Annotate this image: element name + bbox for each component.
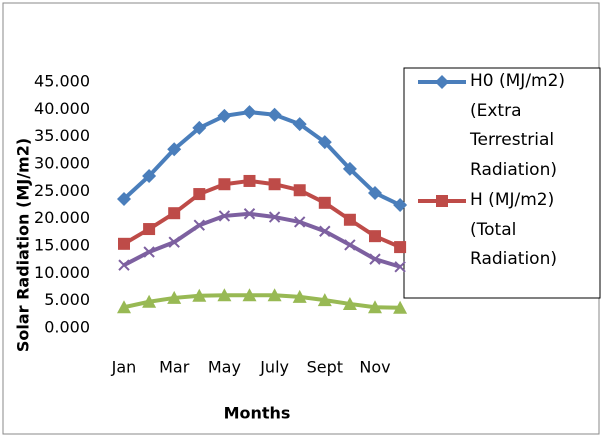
marker (193, 219, 206, 231)
marker (168, 236, 180, 248)
marker (217, 288, 232, 302)
marker (394, 261, 406, 273)
marker (394, 241, 407, 254)
marker (268, 178, 281, 191)
marker (142, 294, 157, 308)
marker (243, 208, 256, 220)
y-tick-label: 10.000 (34, 263, 90, 282)
marker (193, 188, 206, 201)
marker (118, 237, 130, 250)
marker (192, 288, 207, 302)
marker (368, 300, 382, 314)
x-tick-label: May (208, 358, 241, 377)
legend-box (403, 67, 601, 299)
x-tick-label: Mar (159, 358, 190, 377)
series-line (123, 211, 401, 269)
marker (242, 105, 257, 120)
legend-marker (435, 75, 449, 89)
marker (369, 230, 381, 243)
marker (242, 288, 257, 302)
marker (344, 239, 356, 251)
marker (293, 184, 306, 197)
marker (117, 191, 131, 206)
y-axis-title: Solar Radiation (MJ/m2) (14, 138, 33, 352)
marker (117, 300, 131, 314)
marker (143, 246, 155, 258)
x-axis-title: Months (224, 404, 291, 423)
y-tick-label: 30.000 (34, 154, 90, 173)
marker (167, 142, 182, 157)
marker (267, 107, 282, 122)
x-tick-label: Jan (111, 358, 137, 377)
marker (319, 225, 331, 237)
marker (118, 259, 130, 271)
marker (368, 185, 382, 200)
x-tick-label: Nov (359, 358, 390, 377)
legend-label: H (MJ/m2) (Total Radiation) (470, 190, 557, 269)
marker (318, 196, 331, 209)
marker (267, 288, 282, 302)
y-tick-label: 0.000 (44, 318, 90, 337)
marker (293, 216, 306, 228)
x-tick-label: July (259, 358, 289, 377)
marker (342, 161, 357, 176)
y-tick-label: 35.000 (34, 126, 90, 145)
y-tick-label: 45.000 (34, 72, 90, 91)
series-line (122, 110, 401, 207)
marker (243, 174, 256, 187)
y-tick-label: 40.000 (34, 99, 90, 118)
marker (143, 223, 156, 236)
marker (218, 178, 231, 191)
marker (317, 293, 332, 307)
series-line (123, 293, 401, 310)
y-tick-label: 5.000 (44, 290, 90, 309)
marker (142, 169, 157, 184)
marker (343, 213, 356, 226)
marker (317, 135, 332, 150)
y-tick-label: 15.000 (34, 236, 90, 255)
marker (393, 198, 408, 212)
marker (292, 117, 307, 132)
marker (217, 108, 232, 123)
marker (167, 290, 182, 304)
marker (218, 210, 231, 222)
x-tick-label: Sept (307, 358, 343, 377)
marker (192, 120, 207, 135)
legend-marker (436, 195, 448, 207)
y-tick-label: 20.000 (34, 208, 90, 227)
marker (292, 289, 307, 303)
marker (168, 207, 181, 220)
marker (369, 253, 381, 265)
marker (342, 296, 357, 310)
legend-label: H0 (MJ/m2) (Extra Terrestrial Radiation) (470, 71, 566, 180)
marker (393, 300, 408, 314)
y-tick-label: 25.000 (34, 181, 90, 200)
marker (268, 211, 281, 223)
